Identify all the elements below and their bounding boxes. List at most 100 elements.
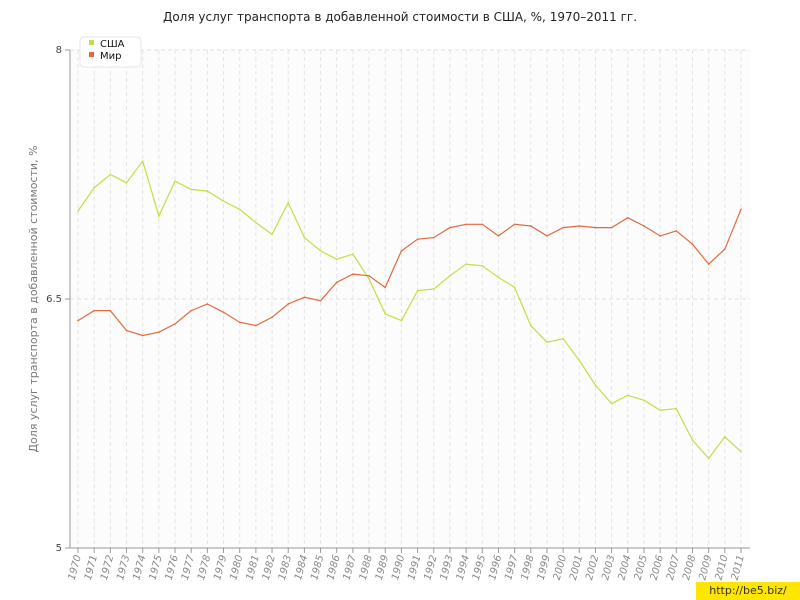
data-point <box>481 265 484 267</box>
x-tick-label: 2009 <box>697 554 714 581</box>
y-tick-label: 6.5 <box>46 294 62 305</box>
data-point <box>497 235 500 237</box>
x-tick-label: 1970 <box>67 554 84 581</box>
data-point <box>432 288 435 290</box>
data-point <box>562 226 564 229</box>
data-point <box>206 190 209 192</box>
data-point <box>255 221 257 224</box>
y-tick-labels: 56.58 <box>46 45 62 554</box>
data-point <box>432 236 435 239</box>
data-point <box>238 321 241 324</box>
x-tick-label: 2002 <box>584 554 601 581</box>
x-tick-label: 1971 <box>83 554 100 581</box>
series-line <box>77 159 742 460</box>
x-tick-label: 1984 <box>293 554 310 581</box>
data-point <box>368 278 370 280</box>
x-tick-label: 1986 <box>325 554 342 581</box>
data-point <box>287 303 290 305</box>
x-tick-label: 1999 <box>536 554 553 581</box>
data-point <box>93 309 95 312</box>
data-point <box>93 186 95 189</box>
data-point <box>449 226 451 229</box>
legend-label: США <box>100 39 125 50</box>
data-point <box>352 273 354 275</box>
data-point <box>627 394 629 397</box>
axes <box>65 49 750 553</box>
legend-swatch <box>89 40 94 45</box>
series-lines <box>77 159 742 460</box>
data-point <box>724 435 726 438</box>
data-point <box>303 296 306 299</box>
x-tick-label: 1973 <box>115 554 132 581</box>
data-point <box>594 384 597 387</box>
x-tick-label: 2007 <box>665 553 682 581</box>
data-point <box>740 450 742 453</box>
data-point <box>125 329 128 332</box>
x-tick-label: 1993 <box>439 554 456 581</box>
data-point <box>740 208 742 211</box>
data-point <box>158 331 160 334</box>
data-point <box>255 324 257 327</box>
x-tick-label: 2005 <box>633 554 650 581</box>
x-tick-label: 1976 <box>164 554 181 581</box>
data-point <box>77 210 79 212</box>
data-point <box>368 274 370 277</box>
x-tick-label: 1975 <box>148 554 165 581</box>
x-tick-label: 2006 <box>649 554 666 581</box>
data-point <box>416 238 419 241</box>
x-tick-label: 1978 <box>196 554 213 581</box>
data-point <box>675 230 678 232</box>
data-point <box>384 286 387 289</box>
data-point <box>319 250 322 252</box>
y-tick-label: 5 <box>56 543 62 554</box>
x-tick-label: 1980 <box>228 554 245 581</box>
legend-swatch <box>89 52 94 57</box>
data-point <box>77 319 79 322</box>
data-point <box>627 216 629 219</box>
x-tick-label: 2000 <box>552 554 569 581</box>
data-point <box>125 182 128 184</box>
x-tick-label: 1979 <box>212 554 229 581</box>
data-point <box>578 225 581 227</box>
data-point <box>675 407 678 410</box>
x-tick-label: 2008 <box>681 554 698 581</box>
data-point <box>513 223 516 226</box>
data-point <box>416 289 419 292</box>
x-tick-labels: 1970197119721973197419751976197719781979… <box>67 553 747 581</box>
x-tick-label: 1983 <box>277 554 294 581</box>
x-tick-label: 1982 <box>261 554 278 581</box>
data-point <box>174 180 176 182</box>
data-point <box>238 208 241 211</box>
legend-label: Мир <box>100 51 121 62</box>
x-tick-label: 1990 <box>390 554 407 581</box>
data-point <box>594 226 597 229</box>
chart-title: Доля услуг транспорта в добавленной стои… <box>163 10 637 24</box>
data-point <box>190 188 192 191</box>
data-point <box>643 399 645 402</box>
x-tick-label: 1988 <box>358 554 375 581</box>
x-tick-label: 2011 <box>730 554 747 581</box>
data-point <box>400 319 403 322</box>
data-point <box>206 303 209 305</box>
data-point <box>529 225 532 227</box>
data-point <box>707 457 710 460</box>
x-tick-label: 2003 <box>600 554 617 581</box>
data-point <box>190 309 192 312</box>
x-tick-label: 1977 <box>180 553 197 581</box>
data-point <box>158 215 160 217</box>
data-point <box>319 299 322 302</box>
legend-box <box>79 36 142 68</box>
data-point <box>303 236 306 239</box>
y-axis-label: Доля услуг транспорта в добавленной стои… <box>27 145 40 452</box>
data-point <box>546 235 548 237</box>
data-point <box>465 263 467 265</box>
data-point <box>400 250 403 252</box>
data-point <box>691 439 694 441</box>
data-point <box>724 248 726 250</box>
data-point <box>643 225 645 227</box>
x-tick-label: 1997 <box>503 553 520 581</box>
x-tick-label: 1987 <box>342 553 359 581</box>
x-tick-label: 1998 <box>519 554 536 581</box>
